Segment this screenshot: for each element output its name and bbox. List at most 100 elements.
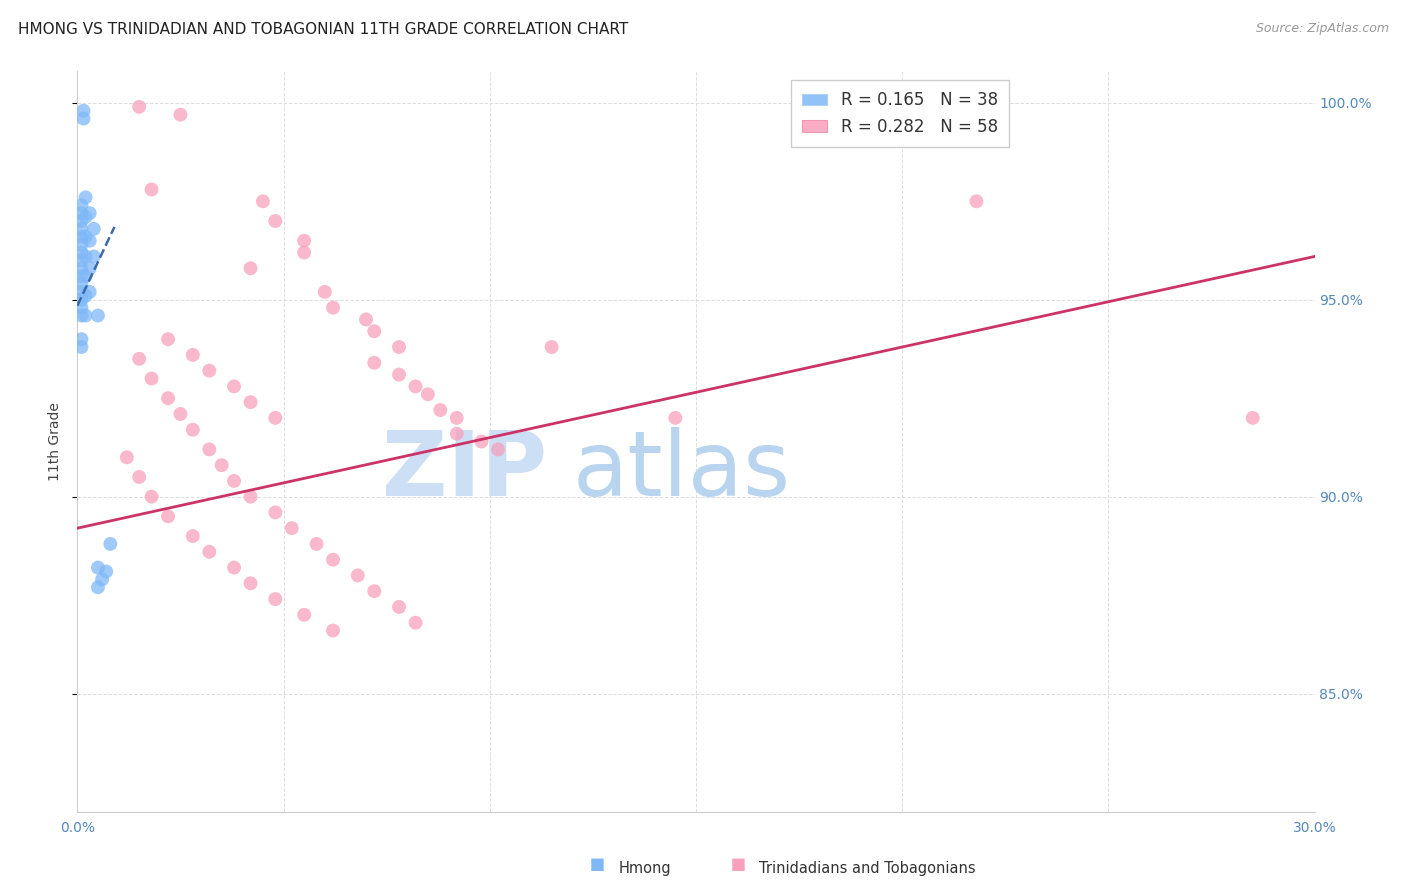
- Point: [75, 190, 97, 204]
- Point: [470, 434, 492, 449]
- Point: [429, 403, 451, 417]
- Point: [292, 245, 315, 260]
- Point: [322, 624, 344, 638]
- Point: [79, 285, 101, 299]
- Point: [314, 285, 336, 299]
- Point: [664, 411, 686, 425]
- Point: [72, 103, 94, 118]
- Point: [198, 545, 221, 559]
- Text: HMONG VS TRINIDADIAN AND TOBAGONIAN 11TH GRADE CORRELATION CHART: HMONG VS TRINIDADIAN AND TOBAGONIAN 11TH…: [18, 22, 628, 37]
- Point: [72, 112, 94, 126]
- Point: [264, 505, 287, 519]
- Text: ZIP: ZIP: [382, 427, 547, 516]
- Point: [363, 356, 385, 370]
- Point: [96, 565, 118, 579]
- Point: [540, 340, 562, 354]
- Point: [70, 277, 93, 291]
- Legend: R = 0.165   N = 38, R = 0.282   N = 58: R = 0.165 N = 38, R = 0.282 N = 58: [790, 79, 1010, 147]
- Point: [70, 261, 93, 276]
- Point: [222, 560, 245, 574]
- Y-axis label: 11th Grade: 11th Grade: [48, 402, 62, 481]
- Point: [181, 529, 204, 543]
- Point: [70, 206, 93, 220]
- Point: [70, 285, 93, 299]
- Point: [70, 222, 93, 236]
- Point: [416, 387, 439, 401]
- Point: [128, 100, 150, 114]
- Point: [70, 301, 93, 315]
- Point: [198, 442, 221, 457]
- Text: Source: ZipAtlas.com: Source: ZipAtlas.com: [1256, 22, 1389, 36]
- Point: [70, 198, 93, 212]
- Point: [181, 348, 204, 362]
- Point: [169, 407, 191, 421]
- Point: [70, 229, 93, 244]
- Point: [169, 108, 191, 122]
- Point: [322, 552, 344, 566]
- Point: [181, 423, 204, 437]
- Text: atlas: atlas: [572, 427, 790, 516]
- Point: [264, 592, 287, 607]
- Point: [211, 458, 233, 472]
- Point: [79, 206, 101, 220]
- Point: [79, 261, 101, 276]
- Point: [405, 379, 427, 393]
- Point: [363, 324, 385, 338]
- Point: [87, 580, 110, 594]
- Point: [98, 537, 121, 551]
- Point: [70, 237, 93, 252]
- Point: [128, 351, 150, 366]
- Point: [239, 490, 262, 504]
- Point: [346, 568, 368, 582]
- Point: [388, 340, 411, 354]
- Point: [446, 426, 468, 441]
- Point: [70, 332, 93, 346]
- Point: [70, 293, 93, 307]
- Point: [239, 261, 262, 276]
- Point: [446, 411, 468, 425]
- Point: [75, 250, 97, 264]
- Point: [281, 521, 304, 535]
- Point: [322, 301, 344, 315]
- Point: [305, 537, 328, 551]
- Point: [222, 379, 245, 393]
- Point: [198, 364, 221, 378]
- Point: [70, 340, 93, 354]
- Point: [141, 490, 163, 504]
- Point: [486, 442, 509, 457]
- Point: [292, 607, 315, 622]
- Point: [87, 309, 110, 323]
- Point: [79, 234, 101, 248]
- Text: ▪: ▪: [730, 852, 747, 876]
- Point: [70, 269, 93, 284]
- Point: [354, 312, 377, 326]
- Text: ▪: ▪: [589, 852, 606, 876]
- Point: [70, 309, 93, 323]
- Point: [75, 289, 97, 303]
- Point: [157, 391, 180, 405]
- Point: [75, 269, 97, 284]
- Point: [115, 450, 138, 465]
- Point: [239, 395, 262, 409]
- Point: [141, 182, 163, 196]
- Point: [292, 234, 315, 248]
- Point: [388, 368, 411, 382]
- Text: Trinidadians and Tobagonians: Trinidadians and Tobagonians: [759, 861, 976, 876]
- Point: [388, 599, 411, 614]
- Point: [239, 576, 262, 591]
- Point: [222, 474, 245, 488]
- Point: [75, 210, 97, 224]
- Point: [70, 214, 93, 228]
- Point: [87, 560, 110, 574]
- Text: Hmong: Hmong: [619, 861, 671, 876]
- Point: [91, 573, 114, 587]
- Point: [363, 584, 385, 599]
- Point: [70, 253, 93, 268]
- Point: [141, 371, 163, 385]
- Point: [157, 509, 180, 524]
- Point: [252, 194, 274, 209]
- Point: [83, 250, 105, 264]
- Point: [70, 245, 93, 260]
- Point: [128, 470, 150, 484]
- Point: [965, 194, 987, 209]
